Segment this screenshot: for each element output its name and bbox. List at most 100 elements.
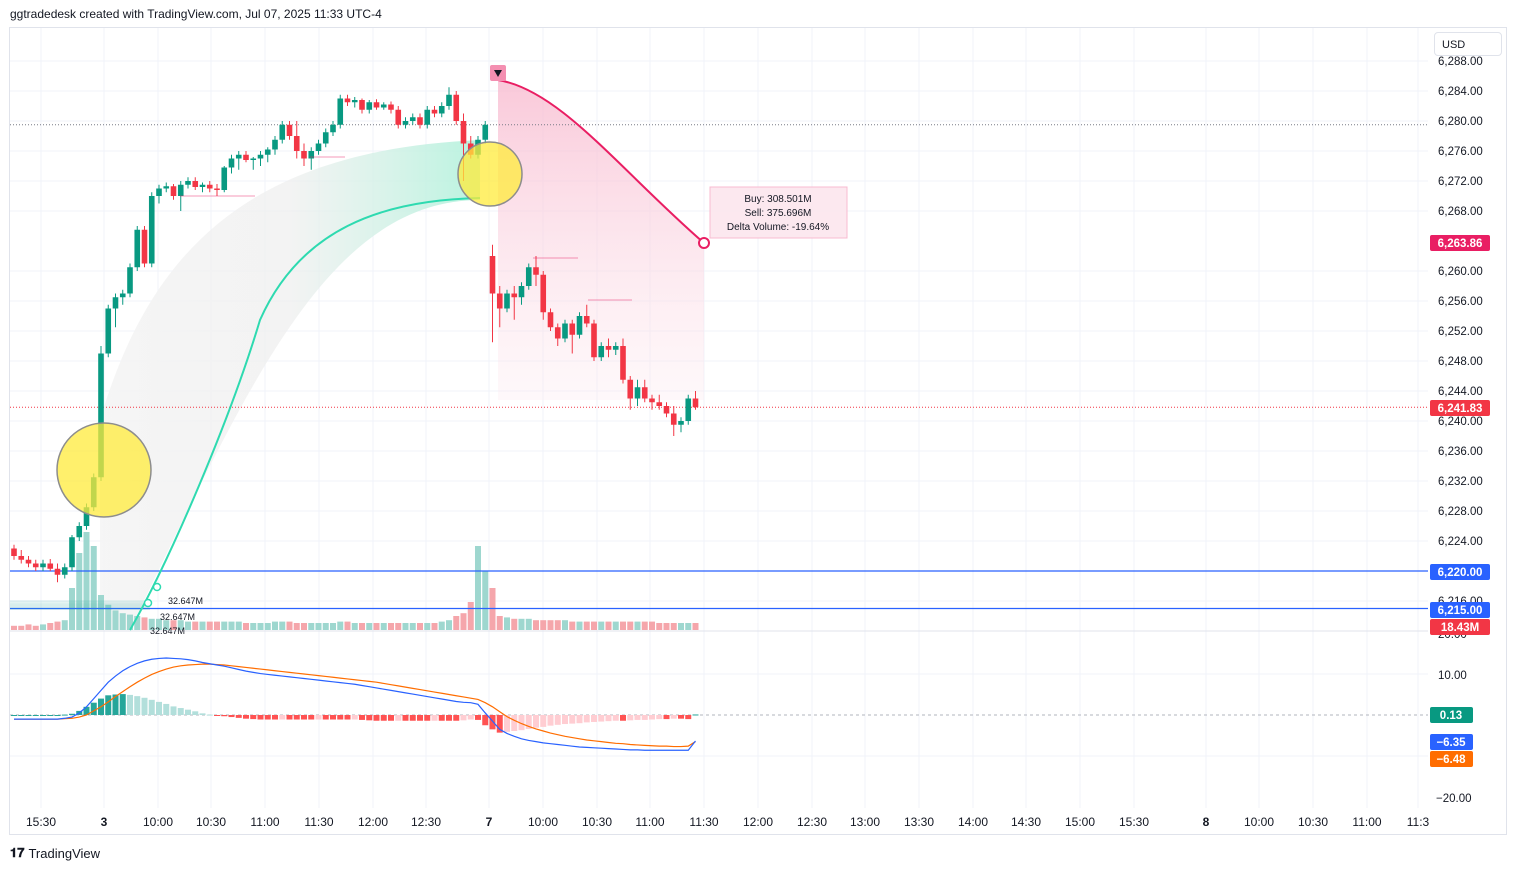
macd-histogram-bar — [337, 715, 344, 720]
candle-body — [18, 556, 25, 560]
volume-bar — [279, 621, 286, 630]
candle-body — [185, 181, 191, 185]
candle-body — [460, 121, 467, 144]
candle-body — [649, 398, 655, 403]
price-tick-label: 6,268.00 — [1438, 206, 1483, 218]
candle-body — [547, 312, 554, 328]
volume-bar — [156, 618, 162, 630]
candle-body — [119, 293, 126, 298]
chart-frame — [9, 27, 1507, 835]
volume-bar — [112, 610, 119, 630]
volume-bar — [598, 621, 605, 630]
volume-bar — [554, 620, 561, 630]
candle-body — [344, 98, 351, 103]
macd-histogram-bar — [641, 715, 648, 720]
volume-bar — [32, 625, 39, 630]
volume-bar — [47, 623, 54, 630]
volume-bar — [562, 620, 568, 630]
price-label-text: 6,263.86 — [1438, 238, 1483, 250]
price-label-text: 6,241.83 — [1438, 403, 1483, 415]
volume-bar — [250, 623, 257, 630]
time-tick-label: 11:30 — [304, 815, 333, 829]
tradingview-footer: 𝟏𝟕 TradingView — [10, 845, 100, 861]
macd-histogram-bar — [373, 715, 380, 721]
volume-bar — [148, 618, 155, 630]
macd-histogram-bar — [547, 715, 554, 726]
macd-label-text: −6.35 — [1436, 737, 1466, 749]
volume-bar — [301, 623, 307, 630]
volume-bar — [634, 621, 641, 630]
candle-body — [279, 124, 286, 140]
price-tick-label: 6,224.00 — [1438, 536, 1483, 548]
macd-histogram-bar — [18, 715, 25, 716]
macd-histogram-bar — [25, 715, 32, 716]
candle-body — [235, 154, 242, 159]
macd-histogram-bar — [214, 715, 220, 716]
candle-body — [533, 267, 539, 275]
time-tick-label: 11:30 — [689, 815, 718, 829]
time-tick-label: 10:30 — [582, 815, 612, 829]
macd-histogram-bar — [301, 715, 307, 720]
candle-body — [504, 293, 510, 309]
macd-histogram-bar — [663, 715, 670, 720]
macd-histogram-bar — [148, 699, 155, 715]
price-axis[interactable]: 6,288.00 6,284.00 6,280.00 6,276.00 6,272.00… — [1436, 56, 1483, 805]
macd-histogram-bar — [525, 715, 532, 729]
macd-histogram-bar — [467, 715, 474, 720]
macd-tick-label: −20.00 — [1436, 793, 1472, 805]
candle-body — [301, 151, 307, 159]
volume-bar — [221, 621, 228, 630]
candle-body — [83, 507, 90, 526]
volume-bar — [656, 623, 663, 630]
time-tick-label: 15:00 — [1065, 815, 1095, 829]
volume-bars — [11, 532, 699, 630]
macd-histogram-bar — [315, 715, 322, 720]
volume-bar — [417, 623, 423, 630]
time-axis[interactable]: 15:30 3 10:00 10:30 11:00 11:30 12:00 12:30 7 10:… — [26, 815, 1430, 829]
candle-body — [583, 316, 590, 324]
candle-body — [525, 267, 532, 286]
volume-bar — [649, 621, 655, 630]
volume-bar — [641, 621, 648, 630]
candle-body — [221, 167, 228, 190]
time-tick-label: 14:00 — [958, 815, 988, 829]
volume-bar — [533, 620, 539, 630]
macd-label-badge — [1430, 707, 1473, 723]
candle-body — [598, 346, 605, 358]
volume-bar — [170, 620, 177, 630]
volume-bar — [380, 623, 387, 630]
candle-body — [32, 563, 39, 568]
currency-selector[interactable]: USD — [1434, 32, 1502, 56]
macd-histogram-bar — [496, 715, 503, 733]
volume-bar — [525, 618, 532, 630]
volume-bar — [214, 621, 220, 630]
volume-bar — [373, 623, 380, 630]
time-tick-label: 11:3 — [1407, 815, 1430, 829]
candle-body — [359, 100, 365, 110]
time-tick-label: 15:30 — [26, 815, 56, 829]
volume-bar — [620, 621, 626, 630]
volume-bar — [315, 623, 322, 630]
volume-bar — [141, 617, 148, 630]
time-tick-label: 12:30 — [411, 815, 441, 829]
macd-histogram-bar — [511, 715, 518, 731]
price-tick-label: 6,240.00 — [1438, 416, 1483, 428]
horizontal-lines — [10, 124, 1428, 610]
volume-bar — [518, 618, 525, 630]
volume-bar — [591, 621, 597, 630]
candle-body — [351, 100, 358, 103]
volume-bar — [692, 623, 699, 630]
macd-histogram-bar — [554, 715, 561, 725]
time-tick-label: 12:00 — [358, 815, 388, 829]
volume-bar — [83, 532, 90, 630]
tradingview-logo-icon: 𝟏𝟕 — [10, 845, 25, 860]
candle-body — [76, 526, 83, 538]
macd-histogram-bar — [605, 715, 612, 722]
price-tick-label: 6,228.00 — [1438, 506, 1483, 518]
candle-body — [366, 102, 373, 110]
price-tick-label: 6,288.00 — [1438, 56, 1483, 68]
volume-bar — [409, 623, 416, 630]
price-tick-label: 6,248.00 — [1438, 356, 1483, 368]
anchor-point-icon — [143, 598, 153, 608]
